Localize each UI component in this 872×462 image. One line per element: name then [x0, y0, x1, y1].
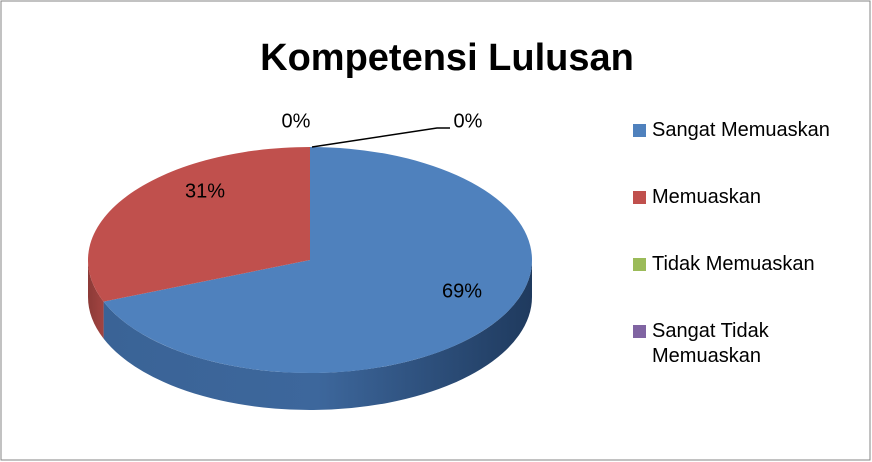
slice-side	[103, 260, 532, 410]
legend-swatch	[633, 325, 646, 338]
legend-item: Memuaskan	[630, 185, 870, 210]
legend: Sangat Memuaskan Memuaskan Tidak Memuaskan…	[630, 118, 870, 411]
slice	[87, 147, 310, 302]
legend-swatch	[633, 191, 646, 204]
legend-swatch	[633, 258, 646, 271]
data-label: 69%	[442, 280, 482, 302]
data-label: 0%	[454, 110, 483, 132]
chart-title: Kompetensi Lulusan	[260, 37, 634, 79]
legend-label: Sangat Tidak Memuaskan	[652, 320, 769, 367]
pie	[87, 147, 533, 410]
slice	[103, 147, 533, 373]
legend-label: Sangat Memuaskan	[652, 119, 830, 141]
legend-item: Sangat Memuaskan	[630, 118, 870, 143]
legend-label: Tidak Memuaskan	[652, 253, 815, 275]
data-label: 31%	[185, 180, 225, 202]
data-label: 0%	[282, 110, 311, 132]
legend-item: Sangat Tidak Memuaskan	[630, 319, 870, 369]
legend-item: Tidak Memuaskan	[630, 252, 870, 277]
legend-swatch	[633, 124, 646, 137]
leader-line	[311, 127, 450, 148]
slice-side	[88, 260, 104, 339]
legend-label: Memuaskan	[652, 186, 761, 208]
